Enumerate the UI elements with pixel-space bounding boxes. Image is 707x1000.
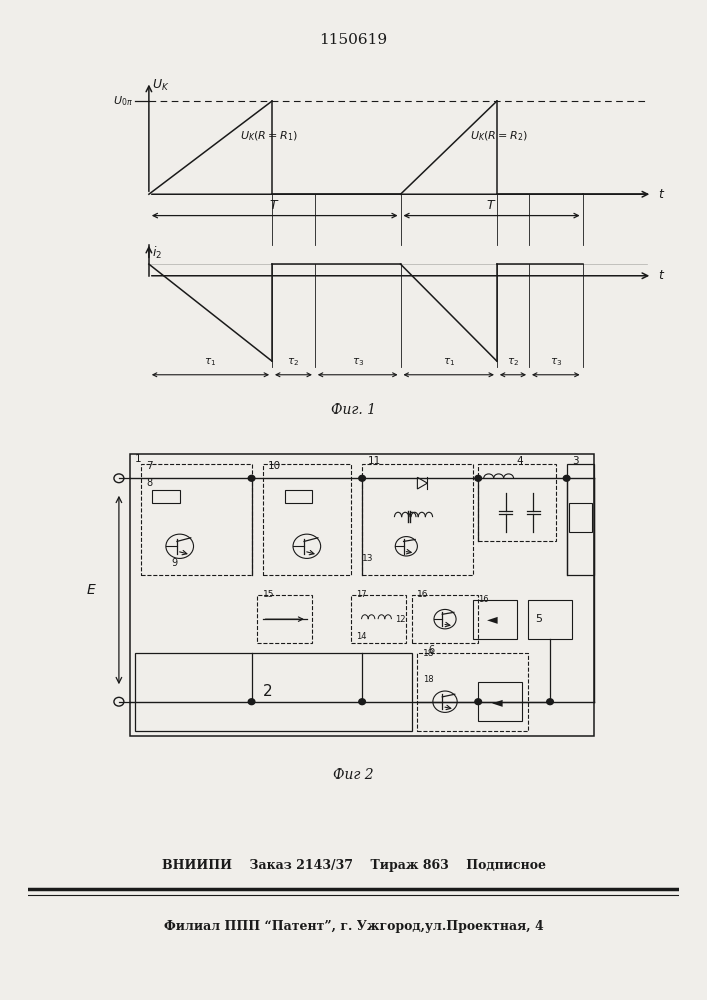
Text: 2: 2: [263, 684, 273, 700]
Bar: [262, 464, 351, 575]
Text: $\tau_3$: $\tau_3$: [351, 356, 364, 368]
Text: 8: 8: [146, 478, 153, 488]
Text: 11: 11: [368, 456, 381, 466]
Bar: [417, 653, 528, 731]
Text: 15: 15: [262, 590, 274, 599]
Text: 17: 17: [356, 590, 367, 599]
Circle shape: [358, 475, 366, 481]
Text: $U_K(R=R_2)$: $U_K(R=R_2)$: [470, 129, 528, 143]
Bar: [412, 595, 478, 643]
Bar: [130, 454, 595, 736]
Text: 1: 1: [135, 454, 141, 464]
Bar: [478, 464, 556, 541]
Text: 1150619: 1150619: [320, 33, 387, 47]
Circle shape: [248, 699, 255, 705]
Circle shape: [114, 474, 124, 483]
Text: 9: 9: [171, 558, 177, 568]
Text: $\tau_2$: $\tau_2$: [507, 356, 519, 368]
Text: 18: 18: [423, 675, 433, 684]
Bar: [351, 595, 407, 643]
Bar: [136, 653, 412, 731]
Circle shape: [114, 697, 124, 706]
Circle shape: [248, 475, 255, 481]
Bar: [478, 682, 522, 721]
Text: Филиал ППП “Патент”, г. Ужгород,ул.Проектная, 4: Филиал ППП “Патент”, г. Ужгород,ул.Проек…: [163, 920, 544, 933]
Text: 16: 16: [478, 595, 489, 604]
Bar: [569, 503, 592, 532]
Circle shape: [475, 475, 481, 481]
Circle shape: [358, 699, 366, 705]
Text: Фиг. 1: Фиг. 1: [331, 403, 376, 417]
Text: ◄: ◄: [492, 695, 503, 709]
Text: $U_K(R=R_1)$: $U_K(R=R_1)$: [240, 129, 298, 143]
Text: 18: 18: [423, 649, 434, 658]
Circle shape: [475, 699, 481, 705]
Text: 5: 5: [535, 614, 542, 624]
Circle shape: [563, 475, 570, 481]
Text: $U_{0\pi}$: $U_{0\pi}$: [113, 94, 133, 108]
Text: 7: 7: [146, 461, 153, 471]
Text: $t$: $t$: [658, 269, 665, 282]
Text: ◄: ◄: [486, 612, 497, 626]
Text: $T$: $T$: [269, 199, 280, 212]
Bar: [362, 464, 473, 575]
Circle shape: [547, 699, 554, 705]
Text: $\tau_1$: $\tau_1$: [443, 356, 455, 368]
Text: 14: 14: [356, 632, 367, 641]
Bar: [528, 600, 572, 639]
Bar: [473, 600, 517, 639]
Text: $\tau_2$: $\tau_2$: [287, 356, 300, 368]
Text: $\tau_3$: $\tau_3$: [549, 356, 562, 368]
Text: 4: 4: [517, 456, 523, 466]
Text: 10: 10: [268, 461, 281, 471]
Text: 13: 13: [362, 554, 373, 563]
Bar: [152, 490, 180, 503]
Text: $t$: $t$: [658, 188, 665, 201]
Text: $T$: $T$: [486, 199, 497, 212]
Text: $U_K$: $U_K$: [151, 78, 169, 93]
Text: 3: 3: [572, 456, 579, 466]
Bar: [566, 464, 595, 575]
Text: Фиг 2: Фиг 2: [333, 768, 374, 782]
Text: 16: 16: [417, 590, 429, 599]
Bar: [141, 464, 252, 575]
Text: $i_2$: $i_2$: [151, 245, 162, 261]
Text: 6: 6: [428, 645, 435, 655]
Text: 12: 12: [395, 615, 406, 624]
Bar: [285, 490, 312, 503]
Text: $\tau_1$: $\tau_1$: [204, 356, 216, 368]
Bar: [257, 595, 312, 643]
Text: ВНИИПИ    Заказ 2143/37    Тираж 863    Подписное: ВНИИПИ Заказ 2143/37 Тираж 863 Подписное: [161, 859, 546, 872]
Text: $E$: $E$: [86, 583, 97, 597]
